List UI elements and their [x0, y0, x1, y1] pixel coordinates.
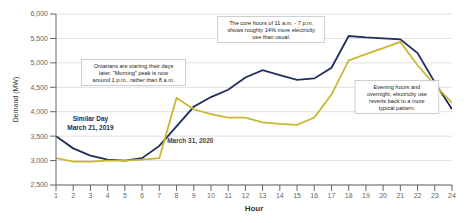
svg-text:24: 24	[448, 192, 456, 199]
svg-text:18: 18	[345, 192, 353, 199]
svg-text:16: 16	[310, 192, 318, 199]
svg-text:23: 23	[431, 192, 439, 199]
svg-text:8: 8	[175, 192, 179, 199]
svg-text:Ontarians are starting their d: Ontarians are starting their dayslater. …	[93, 63, 175, 83]
svg-text:5,500: 5,500	[30, 35, 48, 42]
svg-text:Similar DayMarch 21, 2019: Similar DayMarch 21, 2019	[67, 115, 114, 131]
svg-text:1: 1	[54, 192, 58, 199]
svg-text:4,000: 4,000	[30, 108, 48, 115]
svg-text:Hour: Hour	[245, 204, 264, 213]
svg-text:12: 12	[241, 192, 249, 199]
svg-text:6: 6	[140, 192, 144, 199]
svg-text:14: 14	[276, 192, 284, 199]
svg-text:3: 3	[88, 192, 92, 199]
svg-text:11: 11	[225, 192, 232, 199]
svg-text:7: 7	[157, 192, 161, 199]
svg-text:5,000: 5,000	[30, 59, 48, 66]
svg-text:2,500: 2,500	[30, 181, 48, 188]
svg-text:9: 9	[192, 192, 196, 199]
svg-text:3,500: 3,500	[30, 133, 48, 140]
svg-text:Demand (MW): Demand (MW)	[12, 77, 20, 123]
svg-text:13: 13	[259, 192, 267, 199]
svg-text:Evening hours andovernight, el: Evening hours andovernight, electricity …	[367, 84, 427, 111]
svg-text:4,500: 4,500	[30, 84, 48, 91]
svg-text:10: 10	[207, 192, 215, 199]
svg-text:March 31, 2020: March 31, 2020	[167, 137, 214, 145]
svg-text:17: 17	[328, 192, 336, 199]
svg-text:15: 15	[293, 192, 301, 199]
svg-text:20: 20	[379, 192, 387, 199]
svg-text:The core hours of 11 a.m. - 7: The core hours of 11 a.m. - 7 p.m.shows …	[227, 20, 315, 40]
svg-text:5: 5	[123, 192, 127, 199]
svg-text:22: 22	[414, 192, 422, 199]
svg-text:19: 19	[362, 192, 370, 199]
svg-text:6,000: 6,000	[30, 10, 48, 17]
svg-text:4: 4	[106, 192, 110, 199]
svg-text:3,000: 3,000	[30, 157, 48, 164]
svg-text:2: 2	[71, 192, 75, 199]
svg-text:21: 21	[396, 192, 404, 199]
